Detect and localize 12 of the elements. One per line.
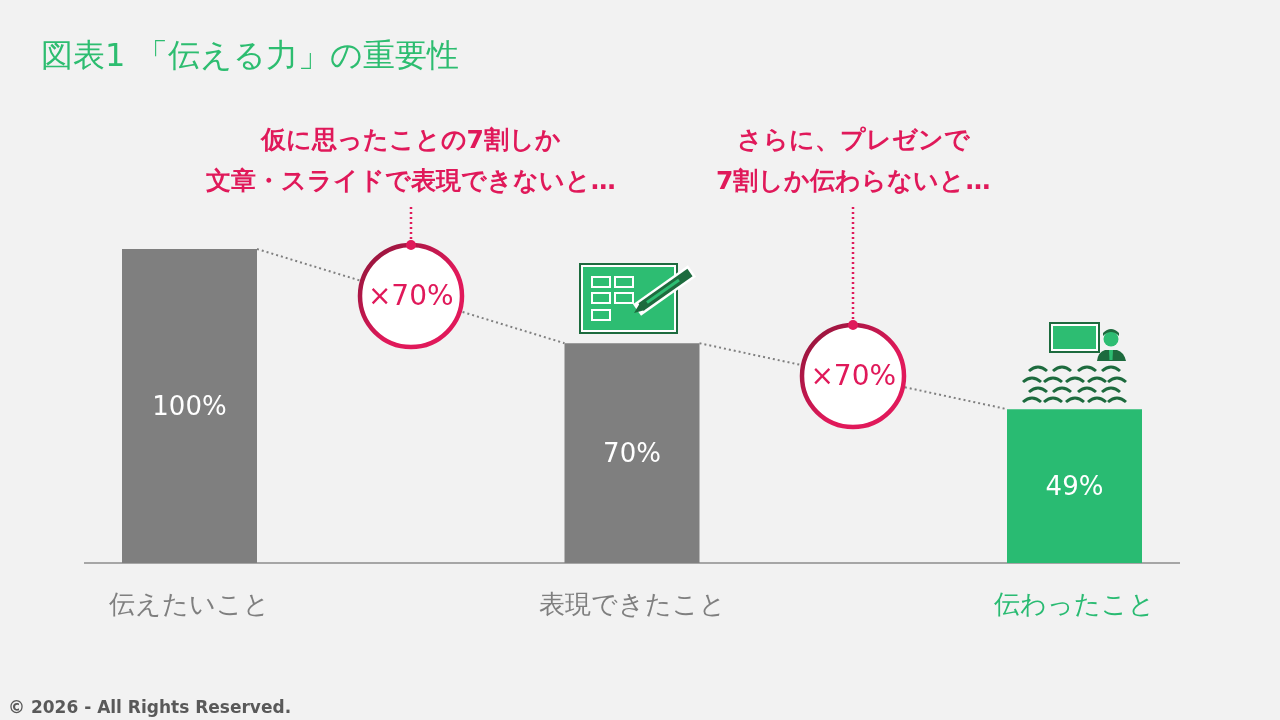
x-tick-label: 表現できたこと <box>538 589 726 619</box>
text: 仮に思ったことの7割しか文章・スライドで表現できないと… <box>205 125 616 195</box>
data-label: 70% <box>603 438 661 469</box>
annotation: ×70% <box>809 358 898 395</box>
chart-title: 図表1 「伝える力」の重要性 <box>41 36 459 74</box>
annotation: ×70% <box>366 278 455 315</box>
x-tick-label: 伝えたいこと <box>109 589 270 619</box>
data-label: 49% <box>1045 471 1104 502</box>
data-label: 100% <box>152 391 227 421</box>
text: さらに、プレゼンで7割しか伝わらないと… <box>716 125 991 195</box>
text: © 2026 - All Rights Reserved. <box>8 697 292 717</box>
x-tick-label: 伝わったこと <box>994 589 1155 619</box>
